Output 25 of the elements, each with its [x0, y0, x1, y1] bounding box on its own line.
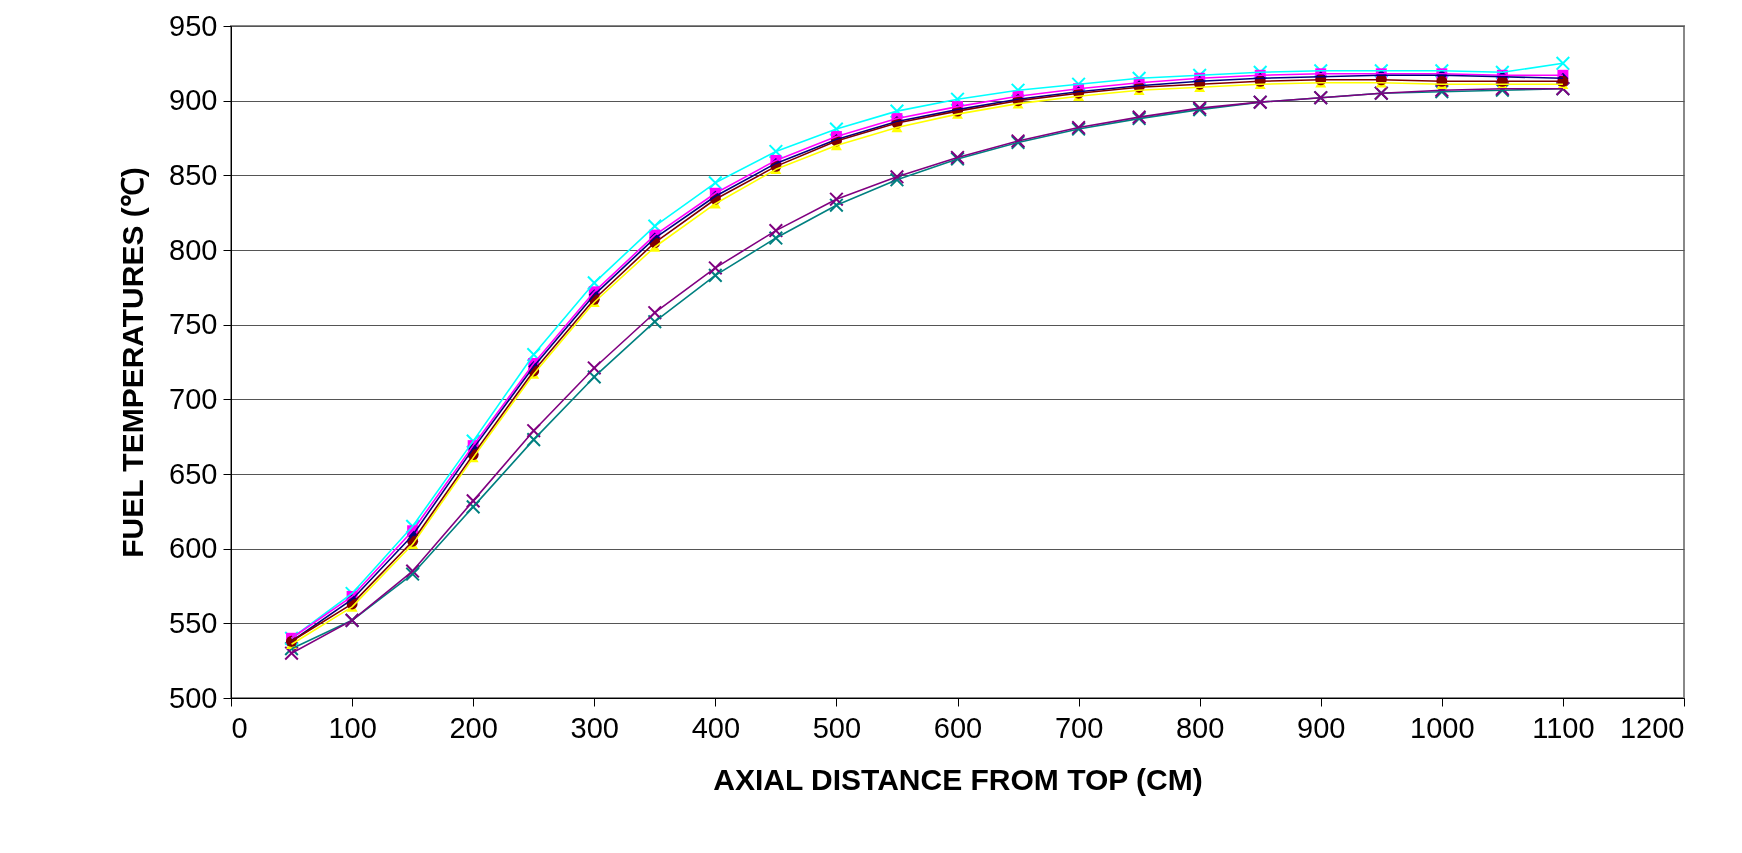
y-tick-label: 600 — [169, 532, 218, 565]
x-tick-label: 500 — [812, 711, 862, 744]
x-tick-label: 800 — [1175, 711, 1225, 744]
x-tick-label: 1100 — [1532, 711, 1595, 744]
x-tick-label: 400 — [691, 711, 741, 744]
y-tick-label: 650 — [169, 457, 218, 490]
x-tick-label: 0 — [231, 711, 248, 744]
x-axis-title: AXIAL DISTANCE FROM TOP (CM) — [713, 762, 1203, 796]
x-tick-label: 600 — [933, 711, 983, 744]
y-axis-title: FUEL TEMPERATURES (℃) — [116, 167, 150, 558]
x-tick-label: 1200 — [1619, 711, 1685, 744]
y-tick-label: 850 — [169, 158, 218, 191]
y-tick-label: 900 — [169, 84, 218, 117]
x-tick-label: 900 — [1297, 711, 1346, 744]
x-tick-label: 700 — [1054, 711, 1104, 744]
y-tick-label: 800 — [169, 233, 218, 266]
y-tick-label: 500 — [169, 681, 218, 714]
y-tick-label: 950 — [169, 9, 218, 42]
x-tick-label: 200 — [449, 711, 498, 744]
y-tick-label: 750 — [169, 308, 218, 341]
x-tick-label: 300 — [570, 711, 619, 744]
x-tick-label: 1000 — [1410, 711, 1475, 744]
y-tick-label: 700 — [169, 382, 218, 415]
y-tick-label: 550 — [169, 606, 218, 639]
x-tick-label: 100 — [328, 711, 377, 744]
